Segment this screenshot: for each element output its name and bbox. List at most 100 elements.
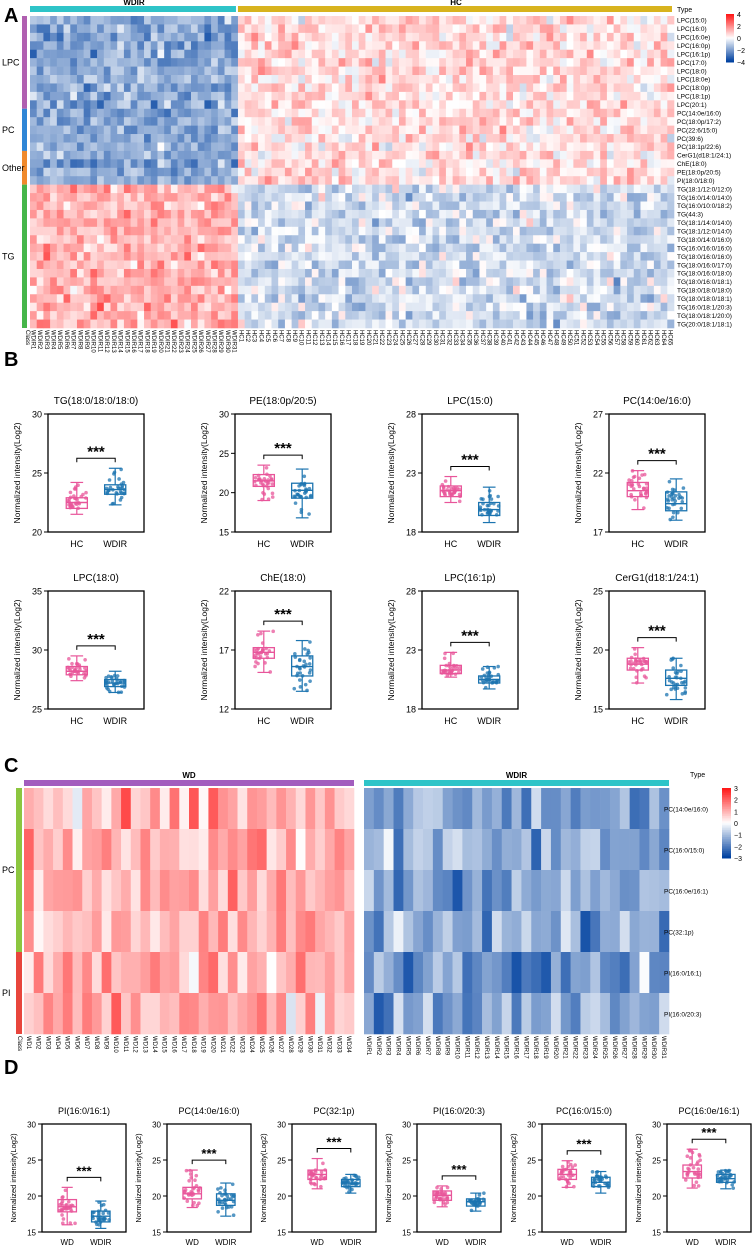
data-point [259, 481, 263, 485]
heatmap-cell [338, 32, 346, 42]
heatmap-cell [466, 24, 474, 34]
heatmap-cell [90, 294, 98, 304]
heatmap-cell [184, 268, 192, 278]
heatmap-cell [150, 167, 158, 177]
heatmap-cell [352, 49, 360, 59]
legend-tick: 2 [737, 24, 741, 31]
heatmap-cell [318, 24, 326, 34]
heatmap-cell [593, 49, 601, 59]
heatmap-cell [667, 159, 675, 169]
heatmap-cell [419, 41, 427, 51]
heatmap-cell [244, 268, 252, 278]
heatmap-cell [573, 24, 581, 34]
heatmap-cell [110, 91, 118, 101]
heatmap-cell [452, 911, 463, 953]
heatmap-cell [43, 993, 54, 1035]
sample-label: WDIR31 [660, 1036, 666, 1059]
heatmap-cell [224, 117, 232, 126]
heatmap-cell [227, 870, 238, 912]
heatmap-cell [358, 302, 366, 312]
heatmap-cell [83, 75, 91, 84]
heatmap-cell [519, 285, 527, 295]
heatmap-cell [231, 285, 239, 295]
heatmap-cell [593, 83, 601, 93]
heatmap-cell [278, 117, 286, 126]
heatmap-cell [208, 952, 219, 994]
heatmap-cell [479, 319, 487, 329]
sample-label: WD34 [345, 1036, 351, 1053]
heatmap-cell [169, 952, 180, 994]
heatmap-cell [633, 184, 641, 194]
data-point [480, 678, 485, 683]
heatmap-cell [633, 252, 641, 261]
heatmap-cell [647, 150, 655, 160]
heatmap-cell [445, 91, 453, 101]
heatmap-cell [586, 117, 594, 126]
heatmap-cell [486, 235, 494, 244]
heatmap-cell [117, 49, 125, 59]
heatmap-cell [121, 911, 132, 953]
heatmap-cell [177, 117, 185, 126]
data-point [489, 497, 494, 501]
heatmap-cell [472, 16, 480, 25]
heatmap-cell [398, 83, 406, 93]
legend-swatch [722, 847, 731, 850]
x-tick-label: HC [70, 716, 83, 726]
heatmap-cell [110, 201, 118, 211]
heatmap-cell [445, 184, 453, 194]
heatmap-cell [103, 235, 111, 244]
heatmap-cell [82, 870, 93, 912]
heatmap-cell [144, 58, 152, 67]
heatmap-cell [83, 91, 91, 101]
heatmap-cell [36, 75, 44, 84]
legend-swatch [722, 816, 731, 819]
heatmap-cell [291, 150, 299, 160]
heatmap-cell [97, 150, 105, 160]
heatmap-cell [533, 150, 541, 160]
heatmap-cell [83, 150, 91, 160]
heatmap-cell [266, 911, 277, 953]
heatmap-cell [486, 32, 494, 42]
heatmap-cell [218, 911, 229, 953]
heatmap-cell [284, 235, 292, 244]
heatmap-cell [593, 150, 601, 160]
data-point [481, 501, 485, 506]
heatmap-cell [439, 260, 447, 270]
sample-label: WD5 [64, 1036, 70, 1050]
heatmap-cell [539, 260, 547, 270]
heatmap-cell [425, 319, 433, 329]
heatmap-cell [123, 243, 131, 253]
heatmap-cell [472, 252, 480, 261]
x-tick-label: HC [631, 539, 644, 549]
heatmap-cell [506, 277, 514, 287]
data-point [118, 489, 123, 494]
heatmap-cell [539, 184, 547, 194]
heatmap-cell [137, 235, 145, 244]
sample-label: WD23 [238, 1036, 244, 1053]
heatmap-cell [566, 100, 574, 110]
heatmap-cell [103, 294, 111, 304]
heatmap-cell [479, 176, 487, 185]
heatmap-cell [606, 150, 614, 160]
heatmap-cell [606, 83, 614, 93]
heatmap-cell [56, 294, 64, 304]
heatmap-cell [553, 91, 561, 101]
heatmap-cell [479, 41, 487, 51]
heatmap-cell [620, 91, 628, 101]
heatmap-cell [392, 24, 400, 34]
heatmap-cell [392, 294, 400, 304]
heatmap-cell [251, 66, 259, 76]
data-point [673, 493, 678, 498]
heatmap-cell [191, 150, 199, 160]
heatmap-cell [305, 75, 313, 84]
heatmap-cell [164, 311, 172, 320]
sample-label: WDIR8 [434, 1036, 440, 1056]
sample-label: HC45 [532, 330, 538, 346]
heatmap-cell [50, 226, 58, 236]
heatmap-cell [50, 49, 58, 59]
heatmap-cell [392, 277, 400, 287]
heatmap-cell [479, 302, 487, 312]
heatmap-cell [593, 125, 601, 135]
heatmap-cell [609, 993, 621, 1035]
heatmap-cell [660, 176, 668, 185]
